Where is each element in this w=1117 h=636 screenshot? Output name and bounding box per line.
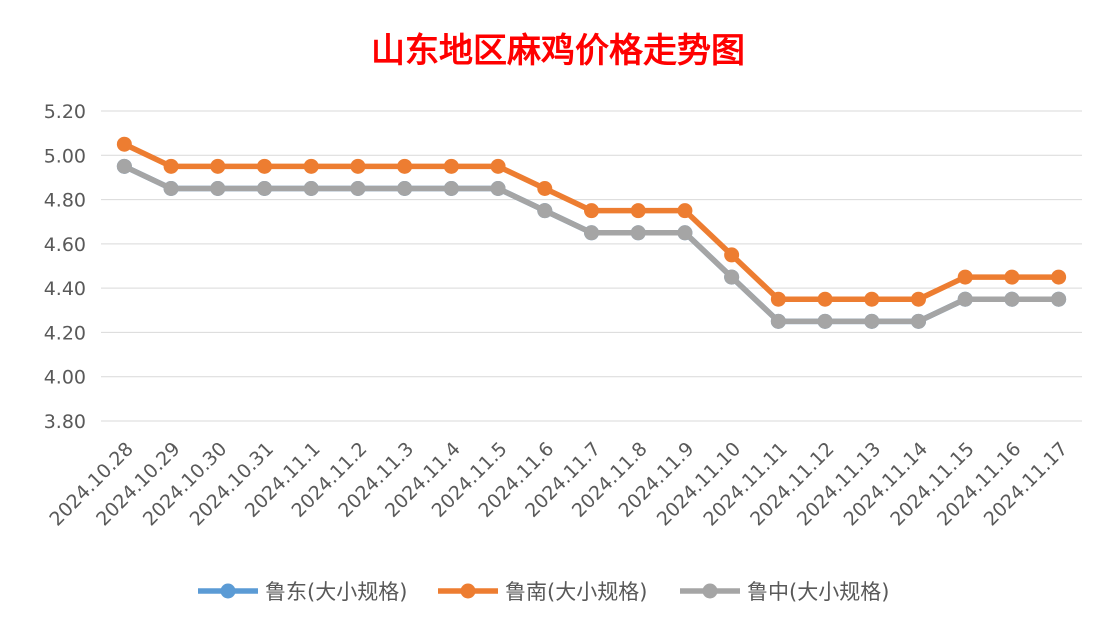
legend-item: 鲁中(大小规格) [680, 580, 889, 604]
data-point [350, 158, 366, 174]
data-point [584, 225, 599, 241]
data-point [303, 158, 319, 174]
y-tick-label: 4.20 [44, 322, 86, 344]
data-point [911, 313, 926, 329]
data-point [724, 247, 740, 263]
data-point [537, 203, 553, 219]
data-point [584, 203, 599, 219]
data-point [864, 291, 880, 307]
data-point [911, 291, 926, 307]
data-point [817, 313, 833, 329]
data-point [864, 313, 880, 329]
legend-label: 鲁东(大小规格) [265, 580, 407, 604]
data-point [630, 203, 646, 219]
data-point [1004, 269, 1020, 285]
legend-item: 鲁东(大小规格) [198, 580, 407, 604]
data-point [677, 225, 693, 241]
data-point [397, 181, 413, 196]
data-point [303, 181, 319, 196]
data-point [397, 158, 413, 174]
data-point [1051, 291, 1067, 307]
data-point [1051, 269, 1067, 285]
data-point [724, 269, 740, 285]
y-tick-label: 4.80 [44, 190, 86, 212]
data-point [350, 181, 366, 196]
legend-marker [702, 583, 718, 599]
data-point [537, 181, 553, 196]
legend-item: 鲁南(大小规格) [438, 580, 647, 604]
data-point [490, 158, 506, 174]
data-point [817, 291, 833, 307]
data-point [490, 181, 506, 196]
data-point [163, 181, 179, 196]
y-tick-label: 5.20 [44, 101, 86, 123]
y-tick-label: 3.80 [44, 411, 86, 433]
data-point [210, 181, 226, 196]
y-tick-label: 5.00 [44, 145, 86, 167]
series-2 [116, 136, 1067, 307]
data-point [957, 291, 973, 307]
legend-marker [460, 583, 476, 599]
legend-marker [220, 583, 236, 599]
series-3 [116, 158, 1067, 329]
data-point [210, 158, 226, 174]
data-point [630, 225, 646, 241]
legend-label: 鲁中(大小规格) [747, 580, 889, 604]
y-tick-label: 4.60 [44, 234, 86, 256]
data-point [443, 181, 459, 196]
legend-label: 鲁南(大小规格) [505, 580, 647, 604]
chart-title: 山东地区麻鸡价格走势图 [371, 31, 745, 71]
data-point [443, 158, 459, 174]
y-axis-tick-labels: 3.80 4.00 4.20 4.40 4.60 4.80 5.00 5.20 [44, 101, 86, 433]
data-point [770, 291, 786, 307]
legend: 鲁东(大小规格) 鲁南(大小规格) 鲁中(大小规格) [198, 580, 889, 604]
data-point [163, 158, 179, 174]
series-lines [116, 136, 1067, 329]
data-point [257, 181, 272, 196]
data-point [957, 269, 973, 285]
data-point [116, 136, 132, 152]
data-point [257, 158, 272, 174]
data-point [116, 158, 132, 174]
data-point [1004, 291, 1020, 307]
data-point [677, 203, 693, 219]
gridlines [101, 110, 1082, 422]
y-tick-label: 4.40 [44, 278, 86, 300]
data-point [770, 313, 786, 329]
x-axis-tick-labels: 2024.10.282024.10.292024.10.302024.10.31… [45, 438, 1072, 530]
y-tick-label: 4.00 [44, 367, 86, 389]
